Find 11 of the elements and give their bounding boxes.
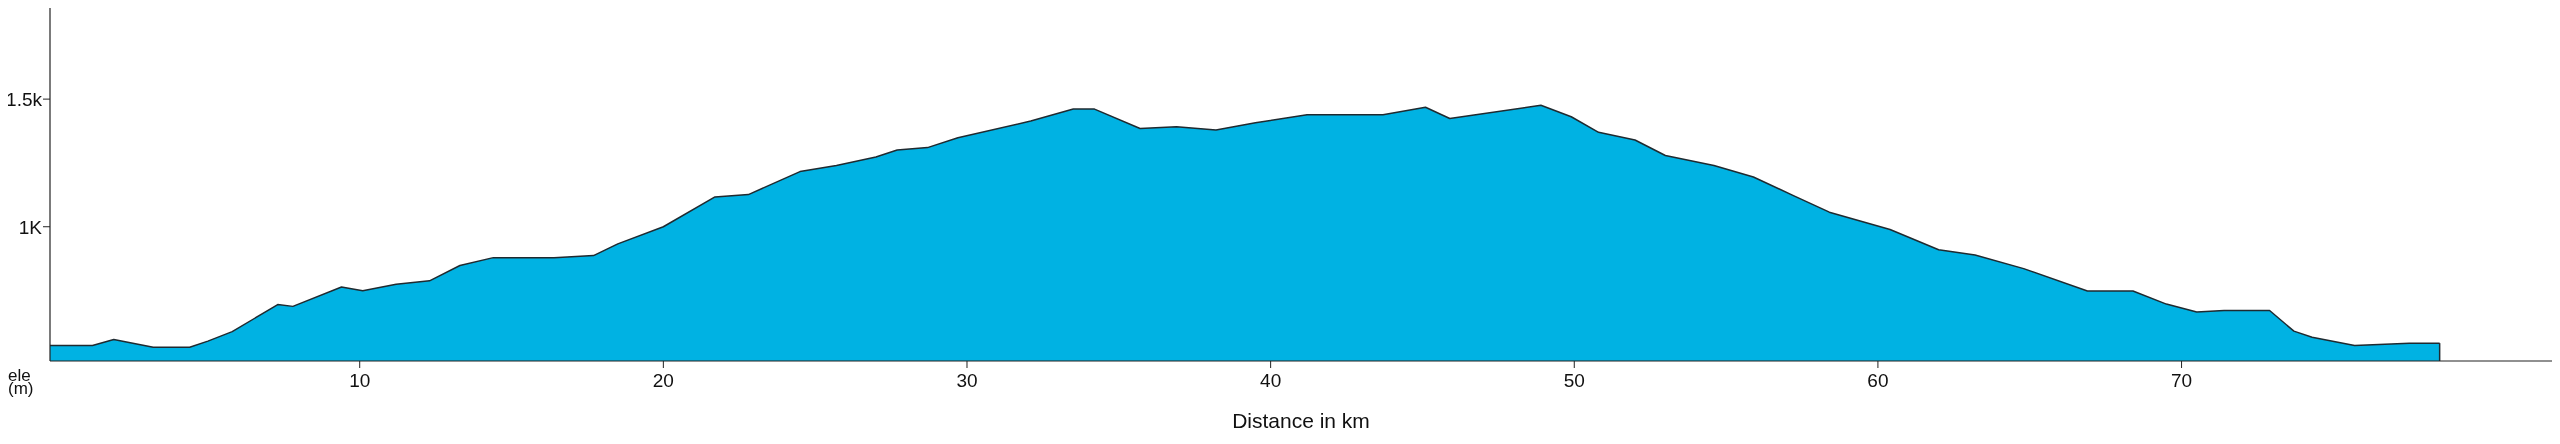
x-tick-label: 40 bbox=[1260, 370, 1282, 391]
x-tick-label: 20 bbox=[652, 370, 674, 391]
y-axis-title: ele (m) bbox=[8, 366, 34, 398]
x-tick-label: 70 bbox=[2170, 370, 2193, 391]
x-tick-label: 50 bbox=[1563, 370, 1585, 391]
x-tick-label: 60 bbox=[1867, 370, 1889, 391]
y-tick-label: 1.5k bbox=[6, 89, 43, 111]
x-axis-title: Distance in km bbox=[1232, 409, 1370, 432]
y-tick-label: 1K bbox=[18, 216, 43, 238]
x-tick-label: 30 bbox=[956, 370, 978, 391]
x-tick-label: 10 bbox=[349, 370, 371, 391]
